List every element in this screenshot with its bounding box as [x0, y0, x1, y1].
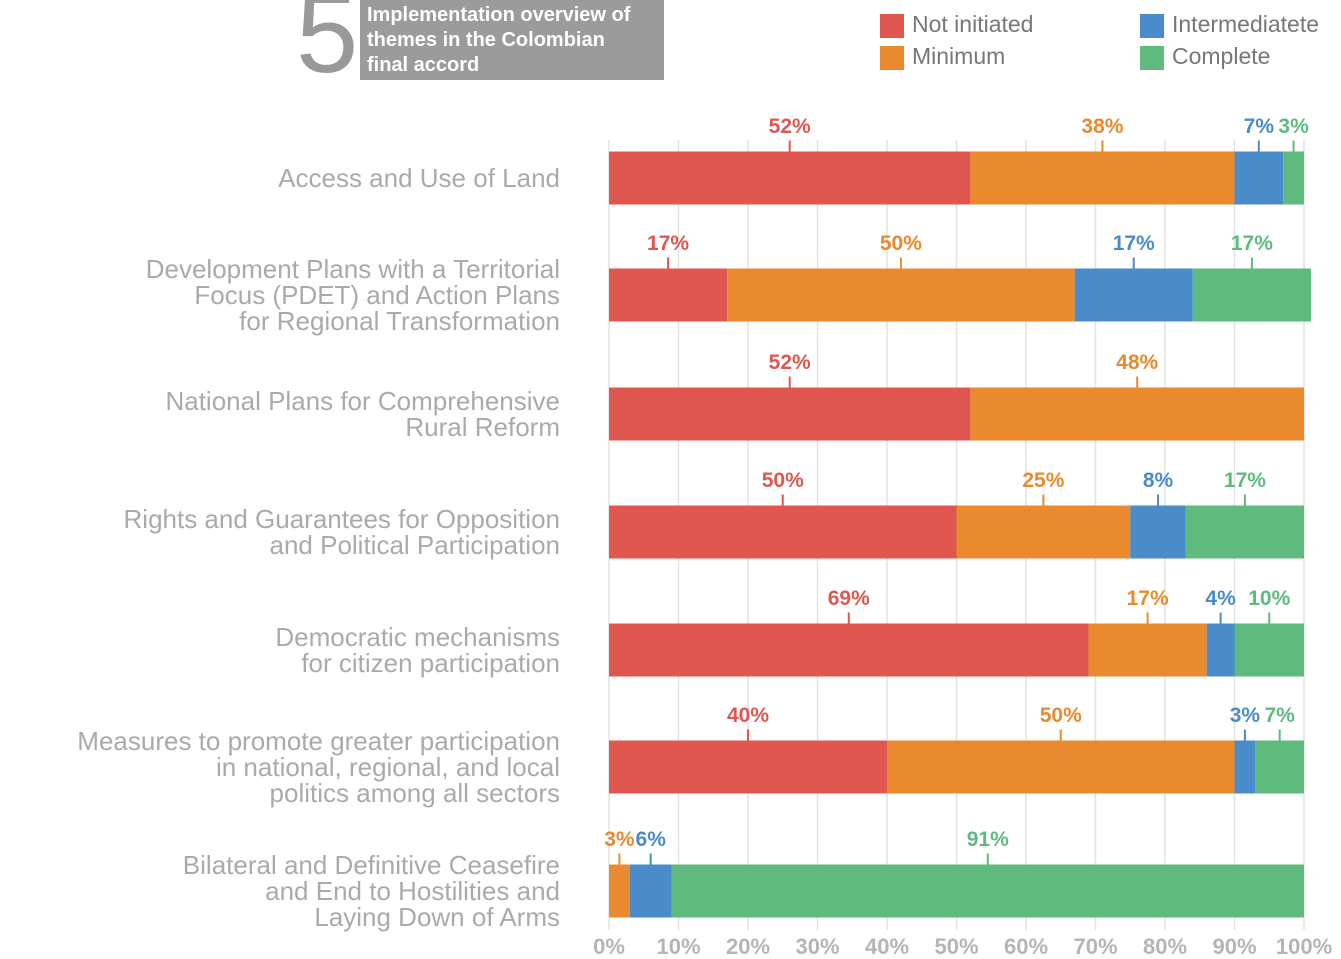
bar-segment: [1234, 740, 1256, 794]
bar-segment: [609, 623, 1089, 677]
figure-number: 5: [296, 0, 359, 96]
value-label: 50%: [762, 469, 804, 492]
bar-segment: [1255, 740, 1304, 794]
x-tick-label: 70%: [1073, 934, 1117, 959]
value-label: 25%: [1022, 469, 1064, 492]
bar-segment: [1185, 505, 1304, 559]
legend-label: Not initiated: [912, 11, 1033, 37]
value-label: 91%: [967, 828, 1009, 851]
title-box: Implementation overview of themes in the…: [360, 0, 664, 80]
value-label: 8%: [1143, 469, 1174, 492]
x-tick-label: 10%: [656, 934, 700, 959]
bar-segment: [1130, 505, 1186, 559]
bar-segment: [1283, 151, 1304, 205]
category-label: Development Plans with a Territorial Foc…: [145, 254, 560, 336]
category-label: Measures to promote greater participatio…: [77, 726, 560, 808]
bar-segment: [1206, 623, 1235, 677]
x-tick-label: 100%: [1276, 934, 1332, 959]
category-label: Access and Use of Land: [278, 163, 560, 193]
legend-label: Complete: [1172, 43, 1270, 69]
legend-label: Minimum: [912, 43, 1005, 69]
bar-segment: [609, 268, 728, 322]
x-tick-label: 40%: [865, 934, 909, 959]
bar-segment: [671, 864, 1304, 918]
value-label: 7%: [1264, 704, 1295, 727]
x-tick-label: 60%: [1004, 934, 1048, 959]
x-tick-label: 0%: [593, 934, 625, 959]
bar-segment: [609, 864, 630, 918]
value-label: 17%: [1127, 587, 1169, 610]
category-label: Democratic mechanisms for citizen partic…: [275, 622, 560, 678]
x-tick-label: 80%: [1143, 934, 1187, 959]
bar-segment: [609, 387, 971, 441]
bar-segment: [970, 151, 1235, 205]
bar-segment: [609, 151, 971, 205]
bar-segment: [1088, 623, 1207, 677]
bar-segment: [1234, 151, 1284, 205]
value-label: 50%: [1040, 704, 1082, 727]
value-label: 48%: [1116, 351, 1158, 374]
bar-segment: [609, 505, 957, 559]
x-tick-label: 20%: [726, 934, 770, 959]
value-label: 17%: [1231, 232, 1273, 255]
value-label: 50%: [880, 232, 922, 255]
value-label: 4%: [1205, 587, 1236, 610]
category-label: Rights and Guarantees for Opposition and…: [123, 504, 560, 560]
x-tick-label: 50%: [934, 934, 978, 959]
value-label: 10%: [1248, 587, 1290, 610]
value-label: 52%: [769, 115, 811, 138]
bar-segment: [887, 740, 1235, 794]
bar-segment: [727, 268, 1075, 322]
legend-swatch: [1140, 14, 1164, 38]
bar-segment: [1192, 268, 1311, 322]
value-label: 40%: [727, 704, 769, 727]
value-label: 52%: [769, 351, 811, 374]
chart-title: Implementation overview of themes in the…: [367, 4, 631, 76]
legend-swatch: [1140, 46, 1164, 70]
bar-segment: [629, 864, 672, 918]
value-label: 3%: [1278, 115, 1309, 138]
bar-segment: [609, 740, 887, 794]
x-tick-label: 30%: [795, 934, 839, 959]
value-label: 17%: [1224, 469, 1266, 492]
value-label: 7%: [1244, 115, 1275, 138]
value-label: 17%: [647, 232, 689, 255]
value-label: 69%: [828, 587, 870, 610]
bar-segment: [1234, 623, 1304, 677]
bar-segment: [956, 505, 1131, 559]
value-label: 38%: [1081, 115, 1123, 138]
value-label: 3%: [1230, 704, 1261, 727]
category-label: Bilateral and Definitive Ceasefire and E…: [182, 850, 560, 932]
legend-swatch: [880, 14, 904, 38]
bar-segment: [1074, 268, 1193, 322]
x-tick-label: 90%: [1212, 934, 1256, 959]
value-label: 3%: [604, 828, 635, 851]
bar-segment: [970, 387, 1304, 441]
category-label: National Plans for Comprehensive Rural R…: [165, 386, 560, 442]
value-label: 17%: [1113, 232, 1155, 255]
legend-label: Intermediatete: [1172, 11, 1319, 37]
legend-swatch: [880, 46, 904, 70]
value-label: 6%: [636, 828, 667, 851]
